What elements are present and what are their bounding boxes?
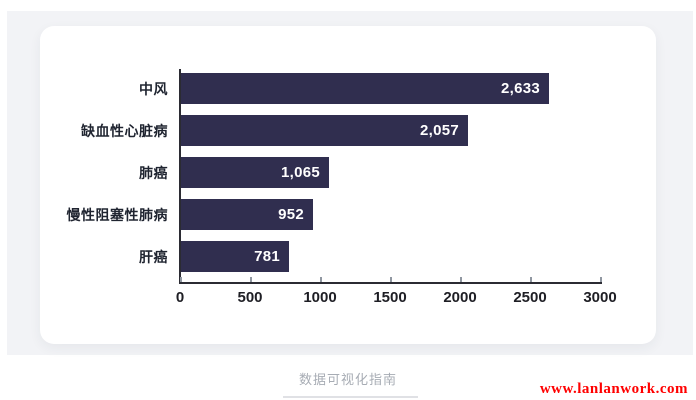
- bar: 2,633: [180, 73, 549, 104]
- x-tick: [390, 277, 392, 282]
- bar-row: 缺血性心脏病 2,057: [40, 115, 600, 146]
- x-tick: [530, 277, 532, 282]
- x-tick: [250, 277, 252, 282]
- category-label: 慢性阻塞性肺病: [66, 206, 168, 223]
- bar-track: 781: [180, 241, 600, 272]
- x-tick: [600, 277, 602, 282]
- chart-card: 中风 2,633 缺血性心脏病 2,057 肺癌 1,065 慢性阻塞性肺病 952 肝癌 781…: [40, 26, 656, 344]
- bar-track: 1,065: [180, 157, 600, 188]
- category-label: 中风: [139, 80, 168, 97]
- watermark-text: www.lanlanwork.com: [539, 381, 688, 397]
- bar-row: 肺癌 1,065: [40, 157, 600, 188]
- x-tick: [460, 277, 462, 282]
- category-label: 肺癌: [139, 164, 168, 181]
- bar-track: 952: [180, 199, 600, 230]
- bar-row: 慢性阻塞性肺病 952: [40, 199, 600, 230]
- bar: 781: [180, 241, 289, 272]
- footer-caption: 数据可视化指南: [298, 372, 397, 387]
- bar: 1,065: [180, 157, 329, 188]
- value-label: 2,633: [500, 80, 540, 97]
- x-tick-label: 1000: [303, 289, 337, 306]
- bar: 952: [180, 199, 313, 230]
- x-tick: [180, 277, 182, 282]
- value-label: 1,065: [280, 164, 320, 181]
- category-label: 缺血性心脏病: [81, 122, 168, 139]
- y-axis-line: [179, 69, 181, 284]
- x-tick: [320, 277, 322, 282]
- bar-track: 2,633: [180, 73, 600, 104]
- bar-row: 肝癌 781: [40, 241, 600, 272]
- x-tick-label: 1500: [373, 289, 407, 306]
- bar-track: 2,057: [180, 115, 600, 146]
- x-tick-label: 2000: [443, 289, 477, 306]
- x-axis-line: [179, 282, 602, 284]
- footer-divider: [283, 396, 418, 398]
- category-label: 肝癌: [139, 248, 168, 265]
- x-tick-label: 0: [175, 289, 185, 306]
- bar-chart: 中风 2,633 缺血性心脏病 2,057 肺癌 1,065 慢性阻塞性肺病 952 肝癌 781: [40, 73, 600, 283]
- x-tick-label: 2500: [513, 289, 547, 306]
- bar-row: 中风 2,633: [40, 73, 600, 104]
- bar: 2,057: [180, 115, 468, 146]
- x-tick-label: 500: [237, 289, 263, 306]
- x-tick-label: 3000: [583, 289, 617, 306]
- value-label: 781: [254, 248, 280, 265]
- value-label: 952: [278, 206, 304, 223]
- value-label: 2,057: [419, 122, 459, 139]
